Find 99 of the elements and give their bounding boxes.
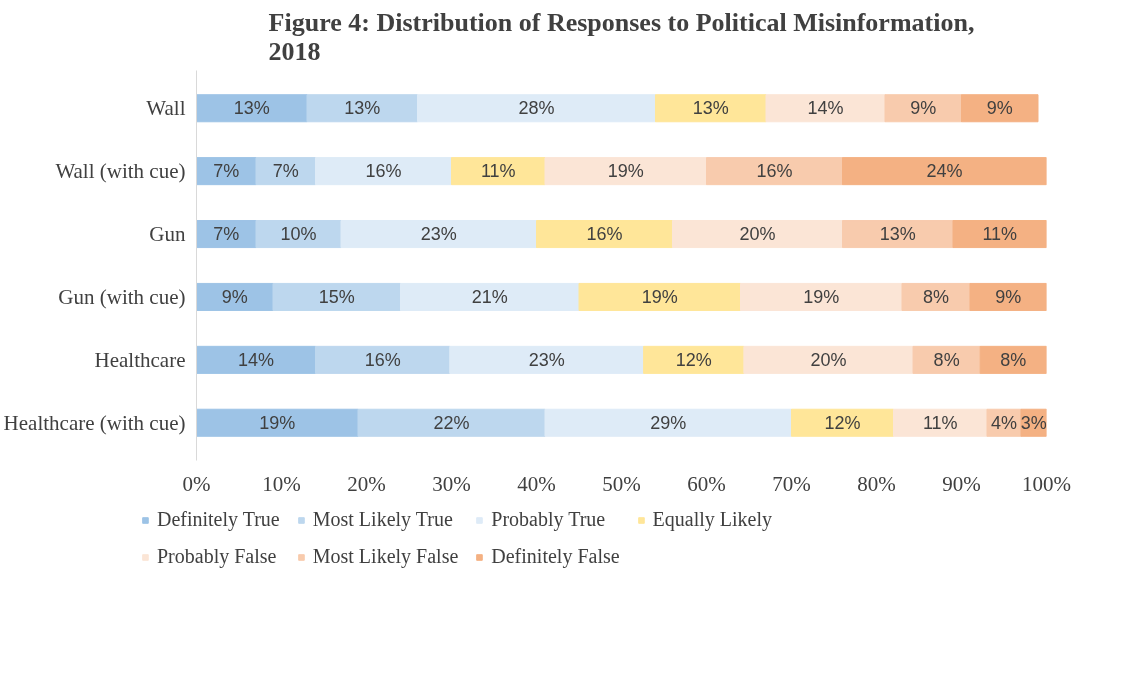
- data-label: 15%: [318, 286, 355, 307]
- bar: [706, 157, 843, 186]
- bar: [672, 220, 843, 249]
- y-tick-label: Gun: [149, 222, 186, 247]
- data-label: 9%: [986, 98, 1013, 119]
- data-label: 11%: [982, 224, 1018, 245]
- bar: [272, 282, 401, 311]
- data-label: 9%: [910, 98, 937, 119]
- x-tick-label: 80%: [857, 471, 896, 496]
- data-label: 13%: [879, 224, 916, 245]
- data-label: 13%: [692, 98, 729, 119]
- bar: [952, 220, 1047, 249]
- data-label: 14%: [237, 349, 275, 370]
- data-label: 16%: [365, 161, 402, 182]
- x-tick-label: 10%: [262, 471, 301, 496]
- data-label: 8%: [922, 286, 950, 307]
- y-tick-label: Wall (with cue): [55, 159, 186, 184]
- data-label: 19%: [259, 412, 296, 433]
- data-label: 3%: [1020, 412, 1047, 433]
- y-tick-label: Gun (with cue): [58, 284, 186, 309]
- x-tick-label: 50%: [602, 471, 641, 496]
- x-tick-label: 40%: [517, 471, 556, 496]
- bar: [544, 157, 707, 186]
- data-label: 7%: [213, 224, 240, 245]
- x-tick-label: 90%: [942, 471, 981, 496]
- data-label: 13%: [344, 98, 381, 119]
- y-tick-label: Healthcare (with cue): [3, 410, 186, 435]
- legend-label: Most Likely True: [312, 508, 453, 531]
- data-label: 29%: [650, 412, 687, 433]
- bar: [643, 345, 745, 374]
- bar: [969, 282, 1047, 311]
- bar: [196, 94, 308, 123]
- data-label: 16%: [364, 349, 401, 370]
- data-label: 12%: [675, 349, 712, 370]
- x-tick-label: 60%: [687, 471, 726, 496]
- data-label: 13%: [233, 98, 270, 119]
- x-tick-label: 70%: [772, 471, 811, 496]
- bar: [196, 345, 316, 374]
- x-tick-label: 0%: [182, 471, 211, 496]
- bar: [544, 408, 792, 437]
- data-label: 14%: [807, 98, 844, 119]
- bar: [893, 408, 988, 437]
- bar: [884, 94, 962, 123]
- bar: [842, 157, 1047, 186]
- bar: [536, 220, 673, 249]
- bar: [196, 408, 359, 437]
- bar: [740, 282, 903, 311]
- bar: [842, 220, 954, 249]
- data-label: 4%: [990, 412, 1018, 433]
- legend-label: Definitely True: [156, 508, 280, 531]
- data-label: 20%: [810, 349, 847, 370]
- legend-label: Definitely False: [491, 545, 620, 568]
- legend-label: Probably True: [491, 508, 606, 531]
- bar: [961, 94, 1039, 123]
- bar: [417, 94, 656, 123]
- legend-label: Most Likely False: [312, 545, 459, 568]
- data-label: 21%: [471, 286, 508, 307]
- bar: [400, 282, 580, 311]
- data-label: 20%: [739, 224, 776, 245]
- chart-title: Figure 4: Distribution of Responses to Political Misinformation, 2018: [268, 7, 975, 66]
- data-label: 23%: [528, 349, 565, 370]
- data-label: 19%: [803, 286, 840, 307]
- data-label: 19%: [641, 286, 678, 307]
- data-label: 23%: [420, 224, 457, 245]
- bar: [315, 157, 452, 186]
- bar: [655, 94, 767, 123]
- data-label: 8%: [1000, 349, 1027, 370]
- x-tick-label: 100%: [1022, 471, 1071, 496]
- data-label: 10%: [280, 224, 317, 245]
- bar: [357, 408, 546, 437]
- bar: [765, 94, 886, 123]
- data-label: 7%: [213, 161, 240, 182]
- data-label: 22%: [433, 412, 470, 433]
- legend-label: Probably False: [156, 545, 277, 568]
- legend-label: Equally Likely: [652, 508, 773, 531]
- y-tick-label: Healthcare: [94, 347, 186, 372]
- bar: [743, 345, 914, 374]
- bar: [449, 345, 645, 374]
- data-label: 16%: [586, 224, 623, 245]
- data-label: 16%: [756, 161, 793, 182]
- bar: [578, 282, 741, 311]
- data-label: 7%: [272, 161, 299, 182]
- data-label: 11%: [922, 412, 958, 433]
- data-label: 8%: [933, 349, 960, 370]
- data-label: 9%: [221, 286, 248, 307]
- bar: [451, 157, 546, 186]
- data-label: 9%: [995, 286, 1022, 307]
- bar: [340, 220, 537, 249]
- bar: [315, 345, 451, 374]
- bar: [306, 94, 418, 123]
- x-tick-label: 30%: [432, 471, 471, 496]
- y-tick-label: Wall: [146, 96, 186, 121]
- x-tick-label: 20%: [347, 471, 386, 496]
- data-label: 11%: [480, 161, 516, 182]
- data-label: 12%: [824, 412, 861, 433]
- data-label: 19%: [607, 161, 644, 182]
- bar: [791, 408, 894, 437]
- data-label: 28%: [518, 98, 555, 119]
- data-label: 24%: [926, 161, 963, 182]
